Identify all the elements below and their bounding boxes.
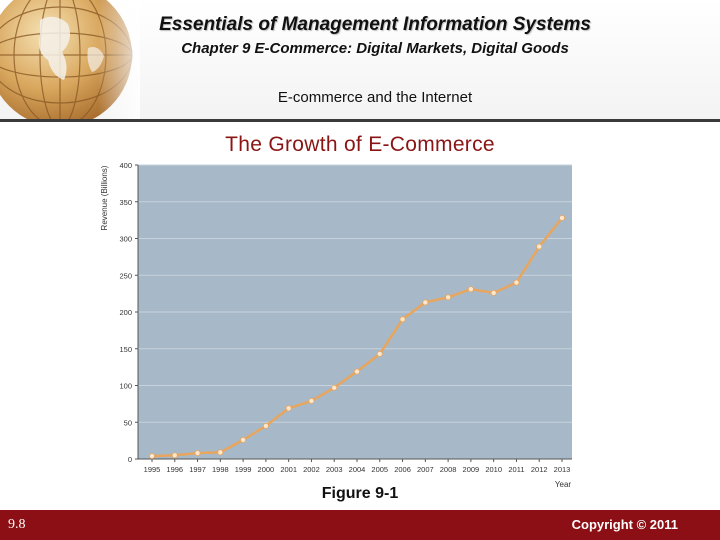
data-point bbox=[445, 294, 452, 301]
data-point bbox=[240, 436, 247, 443]
y-tick-label: 250 bbox=[119, 271, 132, 280]
x-tick-label: 2009 bbox=[463, 465, 480, 474]
data-point bbox=[285, 405, 292, 412]
data-point bbox=[149, 453, 156, 460]
x-tick-label: 2011 bbox=[508, 465, 524, 474]
slide-title: The Growth of E-Commerce bbox=[225, 133, 495, 156]
y-tick-label: 300 bbox=[119, 235, 132, 244]
x-tick-label: 2005 bbox=[371, 465, 388, 474]
x-tick-labels: 1995 1996 1997 1998 1999 2000 2001 2002 2003 2004… bbox=[144, 459, 571, 474]
y-tick-labels: 0 50 100 150 200 250 300 350 400 bbox=[119, 161, 138, 464]
y-tick-label: 100 bbox=[119, 382, 132, 391]
y-tick-label: 50 bbox=[124, 418, 132, 427]
data-point bbox=[536, 243, 543, 250]
copyright-notice: Copyright © 2011 bbox=[571, 517, 678, 532]
x-tick-label: 2013 bbox=[554, 465, 571, 474]
x-tick-label: 1996 bbox=[166, 465, 183, 474]
x-tick-label: 2003 bbox=[326, 465, 343, 474]
data-point bbox=[217, 449, 224, 456]
data-point bbox=[331, 384, 338, 391]
page-number: 9.8 bbox=[8, 517, 26, 532]
grid-lines bbox=[138, 164, 572, 423]
slide-footer: 9.8 Copyright © 2011 bbox=[0, 510, 720, 540]
data-point bbox=[376, 350, 383, 357]
x-tick-label: 2001 bbox=[280, 465, 297, 474]
x-tick-label: 2004 bbox=[349, 465, 366, 474]
x-tick-label: 2010 bbox=[485, 465, 502, 474]
data-point bbox=[308, 397, 315, 404]
y-tick-label: 150 bbox=[119, 345, 132, 354]
data-point bbox=[262, 422, 269, 429]
data-point bbox=[558, 214, 565, 221]
data-point bbox=[490, 289, 497, 296]
header-divider bbox=[0, 119, 720, 122]
x-tick-label: 2002 bbox=[303, 465, 320, 474]
y-tick-label: 400 bbox=[119, 161, 132, 170]
y-axis-label: Revenue (Billions) bbox=[100, 165, 109, 230]
y-tick-label: 200 bbox=[119, 308, 132, 317]
x-tick-label: 2000 bbox=[258, 465, 275, 474]
x-tick-label: 2006 bbox=[394, 465, 411, 474]
data-point bbox=[513, 279, 520, 286]
data-point bbox=[353, 368, 360, 375]
x-tick-label: 2012 bbox=[531, 465, 548, 474]
chapter-title: Chapter 9 E-Commerce: Digital Markets, D… bbox=[181, 40, 569, 57]
x-tick-label: 1995 bbox=[144, 465, 161, 474]
data-point bbox=[467, 286, 474, 293]
y-tick-label: 350 bbox=[119, 198, 132, 207]
x-tick-label: 1999 bbox=[235, 465, 252, 474]
course-title: Essentials of Management Information Sys… bbox=[159, 14, 591, 35]
data-point bbox=[422, 299, 429, 306]
x-tick-label: 1997 bbox=[189, 465, 206, 474]
section-title: E-commerce and the Internet bbox=[277, 89, 473, 106]
data-point bbox=[171, 452, 178, 459]
y-tick-label: 0 bbox=[128, 455, 132, 464]
data-point bbox=[194, 450, 201, 457]
globe-icon bbox=[0, 0, 140, 120]
revenue-series-points bbox=[149, 214, 565, 460]
figure-caption: Figure 9-1 bbox=[321, 485, 399, 502]
x-tick-label: 2008 bbox=[440, 465, 457, 474]
slide-header: Essentials of Management Information Sys… bbox=[0, 0, 720, 122]
x-tick-label: 2007 bbox=[417, 465, 434, 474]
x-tick-label: 1998 bbox=[212, 465, 229, 474]
data-point bbox=[399, 316, 406, 323]
x-axis-label: Year bbox=[555, 480, 572, 489]
